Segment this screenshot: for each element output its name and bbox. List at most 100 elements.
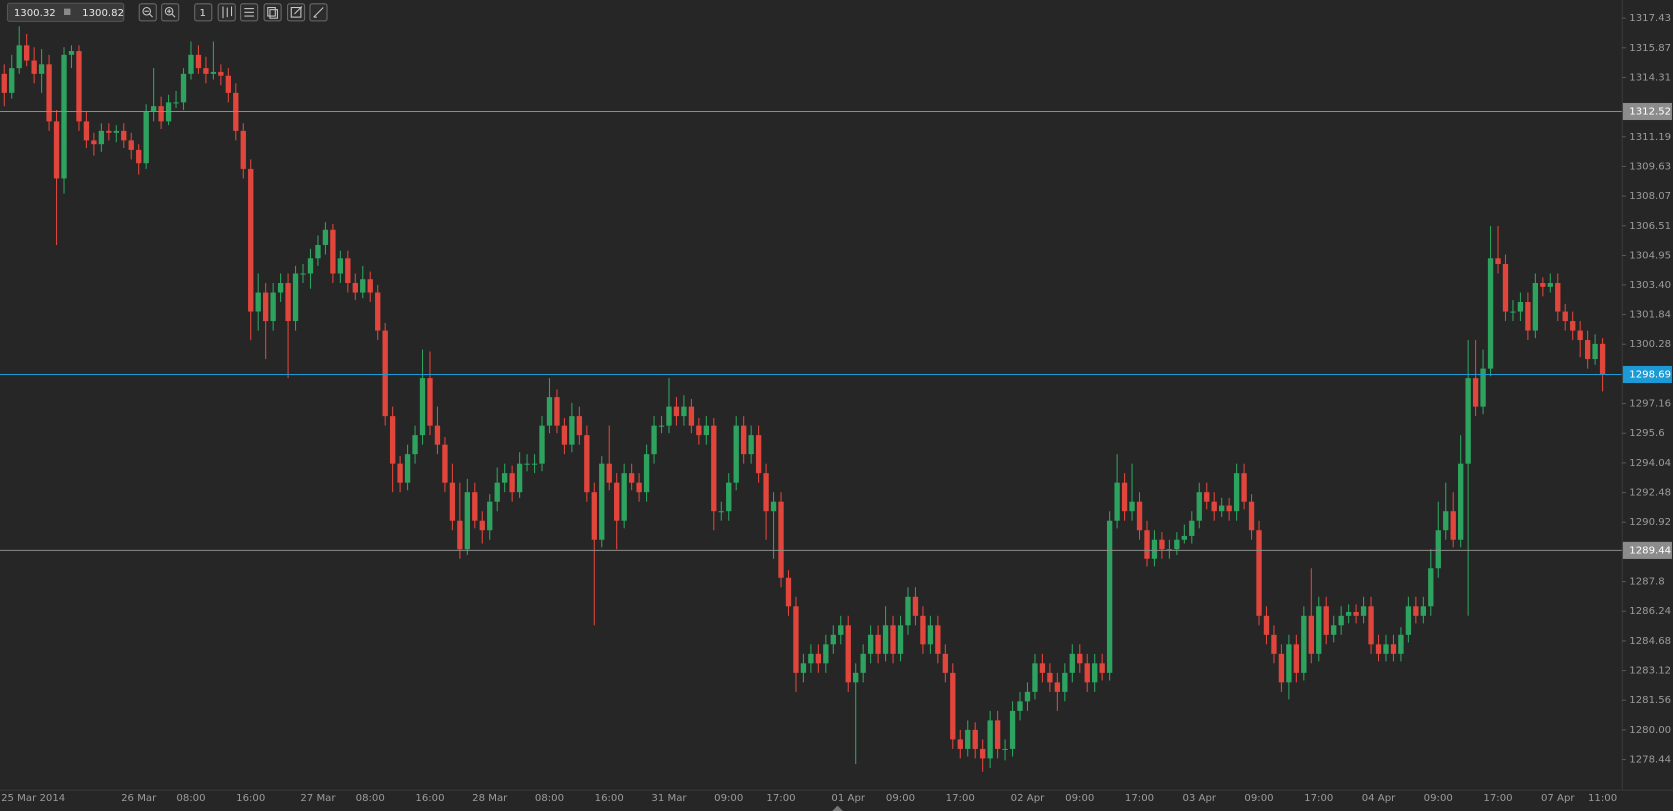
x-tick-label: 09:00 [1065, 793, 1094, 804]
candle-body [509, 473, 515, 493]
candle-body [1121, 482, 1128, 512]
candle-body [61, 54, 67, 179]
candle-body [255, 292, 261, 312]
candle-body [106, 130, 112, 133]
templates-button[interactable] [263, 3, 282, 22]
candle-body [315, 244, 321, 259]
candle-body [628, 473, 635, 483]
y-tick-label: 1308.07 [1629, 191, 1671, 202]
candle-body [554, 397, 560, 426]
scroll-marker [832, 805, 843, 811]
price-label: 1289.44 [1629, 545, 1671, 556]
candle-body [360, 279, 366, 293]
candle-body [188, 54, 194, 74]
candle-body [1263, 615, 1270, 635]
indicators-button[interactable] [240, 3, 259, 22]
timeframe-button[interactable]: 1 [194, 3, 213, 22]
candle-body [53, 121, 60, 179]
candle-body [733, 425, 739, 483]
candle-body [412, 435, 418, 455]
candle-body [845, 625, 851, 683]
candle-body [1420, 606, 1426, 616]
candle-body [143, 111, 149, 164]
candle-body [1166, 549, 1173, 551]
drawing-button[interactable] [287, 3, 306, 22]
candle-body [434, 425, 441, 445]
candle-body [404, 454, 411, 483]
candle-body [569, 416, 575, 445]
candle-body [345, 258, 351, 284]
candle-body [853, 672, 859, 683]
x-tick-label: 08:00 [356, 793, 385, 804]
candle-body [1174, 539, 1180, 550]
candle-body [337, 258, 344, 274]
candle-body [584, 435, 590, 493]
x-tick-label: 17:00 [766, 793, 795, 804]
y-tick-label: 1314.31 [1629, 72, 1671, 83]
candle-body [778, 501, 784, 578]
candle-body [180, 73, 187, 103]
candle-body [1301, 615, 1307, 673]
candle-body [920, 615, 926, 645]
candle-body [815, 653, 822, 664]
candle-body [1345, 611, 1352, 616]
candle-body [1159, 539, 1165, 550]
zoom-in-button[interactable] [161, 3, 180, 22]
candle-body [1338, 615, 1344, 626]
candle-body [292, 273, 299, 322]
candle-body [1375, 644, 1382, 654]
candle-body [1248, 501, 1255, 531]
candle-body [994, 720, 1001, 749]
x-tick-label: 03 Apr [1182, 793, 1216, 804]
candle-body [1487, 258, 1494, 369]
x-tick-label: 04 Apr [1362, 793, 1396, 804]
candle-body [150, 106, 157, 112]
plot-area [0, 26, 1622, 772]
candle-body [1219, 505, 1225, 512]
candle-body [905, 596, 911, 626]
pen-button[interactable] [309, 3, 328, 22]
candle-body [1383, 644, 1389, 654]
candle-body [793, 606, 799, 673]
candle-body [1540, 283, 1546, 287]
axes: 1317.43 1315.87 1314.31 1311.19 1309.63 1308.… [1, 13, 1672, 804]
candle-body [1114, 482, 1120, 521]
x-tick-label: 17:00 [1304, 793, 1333, 804]
candle-body [31, 60, 37, 74]
candle-body [76, 51, 82, 122]
candle-body [763, 473, 769, 512]
candle-body [1211, 501, 1217, 512]
candle-body [972, 729, 978, 749]
candle-body [539, 425, 545, 464]
candle-body [965, 729, 971, 749]
candle-body [621, 473, 627, 521]
spread-icon [64, 8, 71, 15]
y-tick-label: 1304.95 [1629, 250, 1671, 261]
candle-body [136, 149, 142, 164]
candle-body [1570, 321, 1576, 331]
candle-body [950, 672, 956, 740]
zoom-out-button[interactable] [138, 3, 157, 22]
candle-body [673, 406, 680, 417]
x-tick-label: 28 Mar [472, 793, 508, 804]
candle-body [1077, 653, 1083, 664]
candle-body [1413, 606, 1419, 616]
price-label-box [1622, 541, 1672, 559]
candle-body [1017, 701, 1023, 711]
candle-body [494, 482, 500, 502]
candle-body [502, 473, 508, 483]
candle-body [285, 283, 291, 322]
candle-body [1151, 539, 1158, 559]
timeframe-label: 1 [200, 8, 206, 19]
candle-body [128, 140, 134, 150]
candle-body [397, 463, 403, 483]
y-tick-label: 1284.68 [1629, 636, 1671, 647]
candle-body [68, 51, 75, 55]
chart-type-button[interactable] [217, 3, 236, 22]
candle-body [711, 425, 717, 512]
candle-body [748, 435, 754, 455]
candle-body [248, 168, 254, 312]
x-tick-label: 16:00 [415, 793, 444, 804]
